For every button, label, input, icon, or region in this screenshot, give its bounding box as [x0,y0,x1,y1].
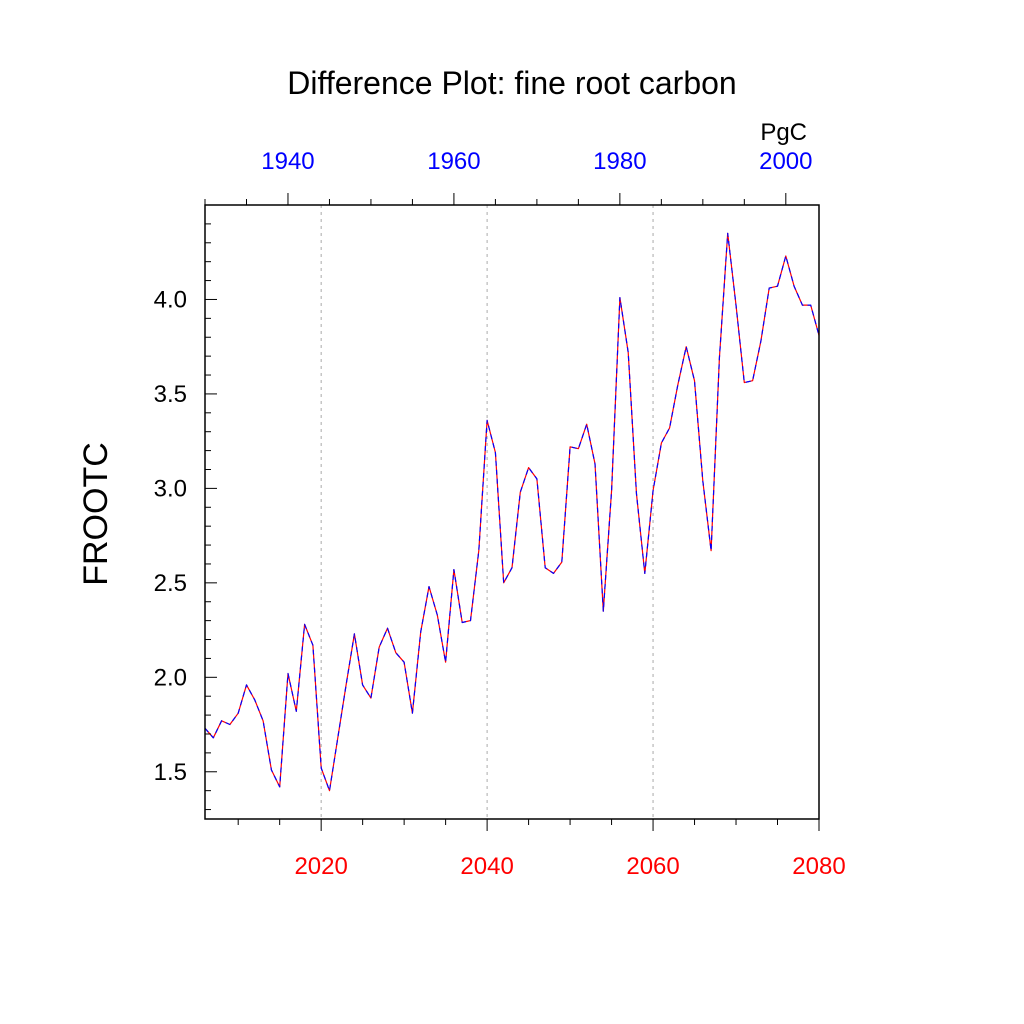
x-top-tick-label: 2000 [759,148,812,175]
x-bottom-tick-label: 2060 [626,853,679,880]
axes-layer [204,193,820,831]
x-top-tick-label: 1980 [593,148,646,175]
plot-frame [204,204,820,820]
x-top-tick-label: 1960 [427,148,480,175]
series-line-top-axis [204,232,820,792]
y-tick-label: 1.5 [154,759,187,786]
units-label: PgC [760,119,807,146]
series-layer [204,232,820,792]
y-tick-label: 3.5 [154,381,187,408]
x-bottom-tick-label: 2040 [460,853,513,880]
tick-labels: 1.5 2.0 2.5 3.0 3.5 4.0 2020 2040 2060 2080 1940 19… [154,148,846,880]
chart-title: Difference Plot: fine root carbon [287,65,736,101]
y-tick-label: 3.0 [154,475,187,502]
grid-lines [320,205,654,819]
y-tick-label: 2.0 [154,664,187,691]
y-axis-title: FROOTC [77,442,115,586]
series-line-bottom-axis [204,232,820,792]
y-tick-label: 2.5 [154,570,187,597]
x-top-tick-label: 1940 [261,148,314,175]
x-bottom-tick-label: 2080 [792,853,845,880]
x-bottom-tick-label: 2020 [294,853,347,880]
y-tick-label: 4.0 [154,286,187,313]
